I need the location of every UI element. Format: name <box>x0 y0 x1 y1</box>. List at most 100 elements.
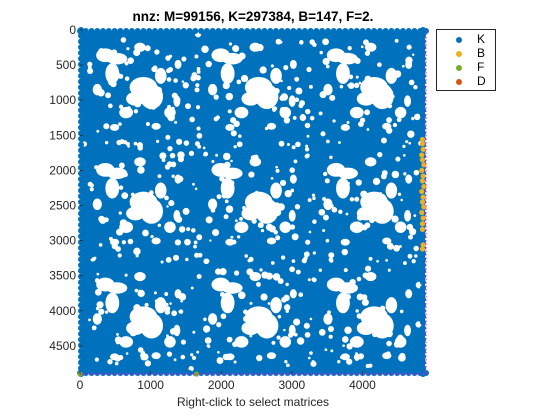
k-gap <box>289 167 295 173</box>
k-point <box>123 28 130 34</box>
x-tick-label: 1000 <box>137 378 164 392</box>
k-gap <box>295 87 303 95</box>
k-hole <box>340 124 350 131</box>
k-gap <box>118 73 124 79</box>
k-point <box>353 28 360 34</box>
k-point <box>192 28 199 34</box>
k-gap <box>104 310 109 314</box>
k-point <box>78 216 84 223</box>
k-gap <box>319 91 327 99</box>
k-point <box>78 164 84 171</box>
k-gap <box>413 245 419 252</box>
k-point <box>342 28 349 34</box>
k-gap <box>180 354 186 360</box>
k-hole <box>164 336 176 348</box>
k-gap <box>366 128 370 131</box>
k-gap <box>319 50 323 55</box>
k-point <box>420 118 426 125</box>
k-gap <box>230 159 233 163</box>
k-gap <box>236 235 241 239</box>
k-gap <box>386 242 394 250</box>
k-gap <box>181 80 185 83</box>
k-gap <box>108 236 113 241</box>
k-hole <box>356 91 376 106</box>
legend[interactable]: K B F D <box>436 29 496 91</box>
k-gap <box>116 333 119 336</box>
k-hole <box>255 313 279 339</box>
legend-item-k[interactable]: K <box>437 32 495 47</box>
k-gap <box>355 179 362 186</box>
k-gap <box>193 240 198 245</box>
k-gap <box>216 357 224 364</box>
k-gap <box>312 42 317 48</box>
k-gap <box>289 266 295 273</box>
k-gap <box>364 75 372 83</box>
k-hole <box>340 238 350 246</box>
b-point <box>419 141 426 147</box>
k-gap <box>362 328 367 333</box>
k-point <box>78 221 84 228</box>
k-point <box>371 370 378 376</box>
k-gap <box>405 140 409 144</box>
k-gap <box>238 134 242 138</box>
k-gap <box>203 317 207 322</box>
k-gap <box>304 154 309 159</box>
k-point <box>163 28 170 34</box>
k-gap <box>312 251 316 255</box>
k-gap <box>178 293 187 301</box>
k-hole <box>134 271 146 282</box>
k-point <box>420 38 426 45</box>
k-gap <box>380 137 387 144</box>
k-point <box>78 244 84 251</box>
legend-item-d[interactable]: D <box>437 74 495 89</box>
k-gap <box>240 74 249 83</box>
k-gap <box>383 203 389 209</box>
k-hole <box>349 106 364 119</box>
b-point <box>419 167 425 174</box>
k-gap <box>327 325 334 333</box>
k-gap <box>386 117 392 123</box>
k-gap <box>264 126 269 131</box>
k-gap <box>377 207 386 216</box>
k-gap <box>194 141 200 147</box>
k-gap <box>116 228 124 236</box>
k-point <box>301 370 308 376</box>
k-point <box>420 273 426 280</box>
k-gap <box>230 130 237 137</box>
k-point <box>284 370 291 376</box>
k-gap <box>117 253 122 258</box>
k-point <box>163 370 170 376</box>
k-gap <box>98 308 105 315</box>
legend-item-f[interactable]: F <box>437 60 495 75</box>
k-gap <box>126 47 130 51</box>
k-gap <box>110 80 117 88</box>
k-gap <box>221 192 228 199</box>
y-tick-label: 1000 <box>49 93 76 107</box>
legend-item-b[interactable]: B <box>437 46 495 61</box>
k-gap <box>312 219 317 224</box>
k-gap <box>134 288 139 293</box>
k-hole <box>126 206 145 221</box>
k-point <box>420 72 426 79</box>
k-gap <box>299 40 304 45</box>
k-point <box>255 370 262 376</box>
k-gap <box>283 294 290 302</box>
k-gap <box>170 161 177 168</box>
k-gap <box>157 307 162 312</box>
k-gap <box>398 244 402 248</box>
k-gap <box>318 268 322 272</box>
k-point <box>348 370 355 376</box>
k-gap <box>322 229 326 233</box>
k-gap <box>411 53 415 56</box>
k-gap <box>165 302 169 307</box>
y-tick-label: 2500 <box>49 199 76 213</box>
k-point <box>78 199 84 205</box>
k-gap <box>289 224 296 230</box>
k-point <box>117 370 124 376</box>
k-gap <box>406 44 412 50</box>
k-gap <box>360 190 368 198</box>
k-gap <box>265 223 273 231</box>
k-point <box>78 32 84 39</box>
k-gap <box>211 159 215 164</box>
